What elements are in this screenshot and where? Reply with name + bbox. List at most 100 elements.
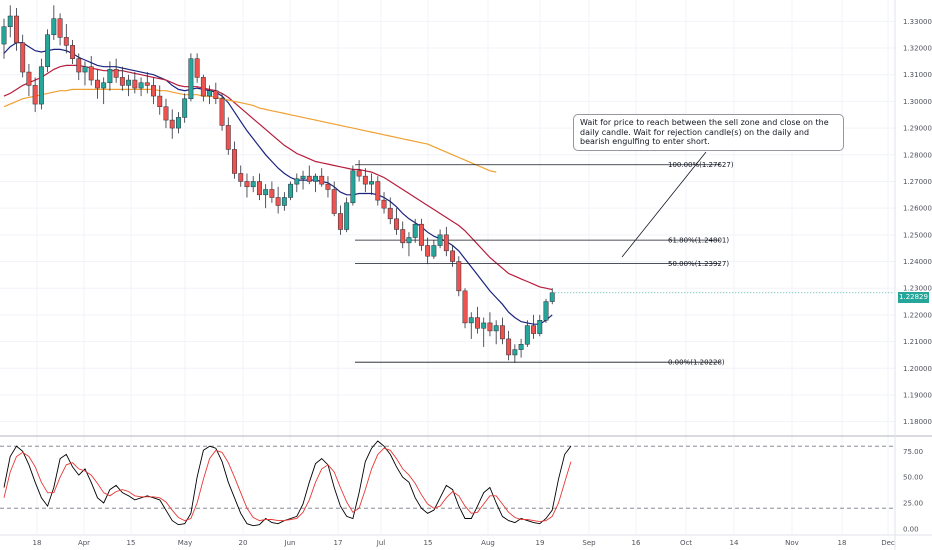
candle-body <box>88 66 94 81</box>
candle-body <box>107 69 113 83</box>
candle-body <box>244 181 250 188</box>
stoch-tick-label: 0.00 <box>903 525 919 533</box>
annotation-pointer <box>621 151 707 258</box>
candle-body <box>512 349 518 356</box>
stoch-tick-label: 75.00 <box>903 448 923 456</box>
candle-body <box>182 98 188 118</box>
x-tick-label: Oct <box>680 539 692 547</box>
candle-body <box>250 181 256 188</box>
x-tick-label: 20 <box>239 539 248 547</box>
candle-body <box>400 229 406 244</box>
candle-body <box>313 175 318 182</box>
candle-body <box>45 34 51 67</box>
stochastic-line <box>3 447 572 523</box>
candle-body <box>356 170 362 177</box>
candle-body <box>232 149 237 174</box>
candle-body <box>95 79 100 89</box>
moving-average-line <box>3 42 553 325</box>
candle-body <box>256 181 262 196</box>
candle-body <box>493 325 499 332</box>
x-tick-label: Dec <box>881 539 895 547</box>
x-tick-label: 14 <box>730 539 739 547</box>
candle-body <box>487 322 493 332</box>
candle-body <box>506 338 512 356</box>
candle-body <box>412 223 418 238</box>
y-tick-label: 1.19000 <box>903 391 932 399</box>
x-tick-label: Jun <box>284 539 296 547</box>
candle-body <box>101 82 107 89</box>
fib-level-label: 0.00%(1.20228) <box>668 359 725 367</box>
candle-body <box>499 325 505 340</box>
candle-body <box>63 37 69 46</box>
candle-body <box>288 183 294 198</box>
candle-body <box>456 261 462 292</box>
x-tick-label: 18 <box>33 539 42 547</box>
moving-averages <box>3 42 553 325</box>
candle-body <box>32 85 38 105</box>
candle-body <box>331 189 337 214</box>
x-tick-label: 19 <box>536 539 545 547</box>
candle-body <box>219 98 225 126</box>
fib-level-label: 61.80%(1.24801) <box>668 237 729 245</box>
candle-body <box>7 15 13 27</box>
candle-body <box>475 317 480 329</box>
candle-body <box>76 58 82 73</box>
x-tick-label: 18 <box>838 539 847 547</box>
candle-body <box>269 189 275 198</box>
candle-body <box>82 66 88 73</box>
y-tick-label: 1.33000 <box>903 18 932 26</box>
y-tick-label: 1.24000 <box>903 258 932 266</box>
candle-body <box>157 95 163 107</box>
candle-body <box>113 69 119 78</box>
candle-body <box>524 325 530 345</box>
y-tick-label: 1.30000 <box>903 98 932 106</box>
candle-body <box>51 18 57 35</box>
candle-body <box>337 213 343 230</box>
candle-body <box>238 173 244 182</box>
y-tick-label: 1.26000 <box>903 205 932 213</box>
candle-body <box>450 250 456 262</box>
candle-body <box>275 197 281 206</box>
candle-body <box>300 175 306 180</box>
y-tick-label: 1.29000 <box>903 125 932 133</box>
candle-body <box>325 183 331 190</box>
candle-body <box>362 175 368 185</box>
fibonacci-retracement: 100.00%(1.27627) 61.80%(1.24801) 50.00%(1.… <box>355 151 734 367</box>
candle-body <box>38 66 44 105</box>
candle-body <box>213 90 219 99</box>
candle-body <box>344 202 350 230</box>
x-tick-label: 15 <box>424 539 433 547</box>
candle-body <box>225 125 231 150</box>
x-tick-label: May <box>178 539 192 547</box>
candle-body <box>294 178 300 185</box>
candle-body <box>200 77 206 97</box>
y-tick-label: 1.20000 <box>903 365 932 373</box>
candle-body <box>369 181 375 185</box>
candle-body <box>144 82 150 86</box>
y-tick-label: 1.27000 <box>903 178 932 186</box>
x-tick-label: Jul <box>376 539 386 547</box>
candle-body <box>537 319 543 334</box>
moving-average-line <box>3 88 497 173</box>
candle-body <box>350 170 356 204</box>
candle-body <box>14 15 19 43</box>
x-tick-label: 16 <box>632 539 641 547</box>
candle-body <box>207 90 213 97</box>
candle-body <box>549 292 555 302</box>
candle-body <box>70 45 75 59</box>
trade-annotation[interactable]: Wait for price to reach between the sell… <box>573 114 844 151</box>
candle-body <box>394 218 399 230</box>
candle-body <box>443 234 449 252</box>
x-tick-label: 17 <box>334 539 343 547</box>
y-tick-label: 1.31000 <box>903 71 932 79</box>
candle-body <box>169 119 175 129</box>
candle-body <box>462 290 468 324</box>
candle-body <box>263 189 269 196</box>
candle-body <box>425 245 431 257</box>
candlesticks[interactable] <box>1 5 895 363</box>
candle-body <box>543 301 549 321</box>
y-tick-label: 1.25000 <box>903 231 932 239</box>
candle-body <box>306 175 312 182</box>
